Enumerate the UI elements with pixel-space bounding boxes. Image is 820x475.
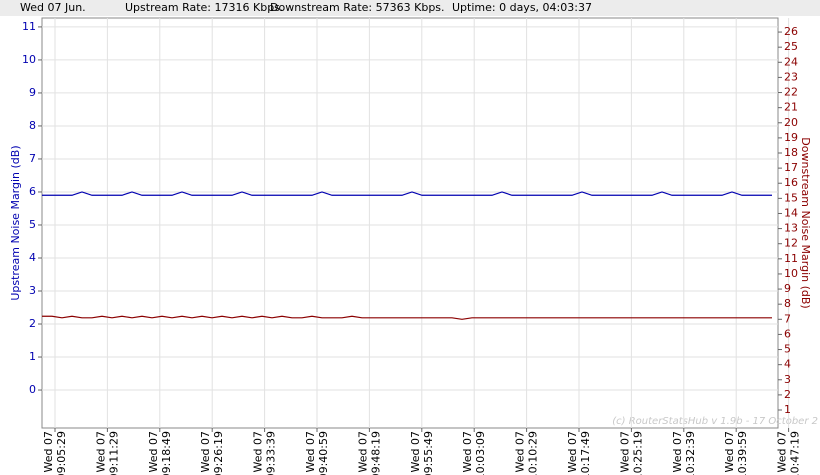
x-tick-label: Wed 07 (671, 431, 684, 472)
y-tick-label: 4 (29, 251, 36, 264)
y-tick-label: 10 (22, 53, 36, 66)
y-tick-label: 0 (29, 383, 36, 396)
x-tick-label: Wed 07 (723, 431, 736, 472)
y2-tick-label: 8 (784, 297, 791, 310)
y-tick-label: 1 (29, 350, 36, 363)
y-tick-label: 9 (29, 86, 36, 99)
y2-tick-label: 25 (784, 40, 798, 53)
y-tick-label: 3 (29, 284, 36, 297)
y2-tick-label: 14 (784, 206, 798, 219)
x-tick-label: Wed 07 (199, 431, 212, 472)
y2-tick-label: 20 (784, 116, 798, 129)
y2-axis-title: Downstream Noise Margin (dB) (799, 137, 812, 308)
x-tick-label: Wed 07 (566, 431, 579, 472)
x-tick-label: 09:18:49 (160, 431, 173, 475)
x-tick-label: 09:40:59 (317, 431, 330, 475)
x-tick-label: Wed 07 (147, 431, 160, 472)
x-tick-label: 09:48:19 (369, 431, 382, 475)
y-tick-label: 11 (22, 20, 36, 33)
series-line (42, 191, 772, 196)
header-date: Wed 07 Jun. (20, 1, 86, 14)
x-tick-label: Wed 07 (514, 431, 527, 472)
y2-tick-label: 5 (784, 343, 791, 356)
x-tick-label: 10:47:19 (789, 431, 802, 475)
y-tick-label: 2 (29, 317, 36, 330)
x-tick-label: 10:32:39 (684, 431, 697, 475)
y2-tick-label: 24 (784, 55, 798, 68)
y2-tick-label: 11 (784, 252, 798, 265)
y2-tick-label: 6 (784, 327, 791, 340)
header-downstream: Downstream Rate: 57363 Kbps. (270, 1, 445, 14)
x-tick-label: Wed 07 (42, 431, 55, 472)
y2-tick-label: 23 (784, 70, 798, 83)
x-tick-label: 09:11:29 (107, 431, 120, 475)
x-tick-label: 10:03:09 (474, 431, 487, 475)
y2-tick-label: 16 (784, 176, 798, 189)
y2-tick-label: 4 (784, 358, 791, 371)
x-tick-label: 10:17:49 (579, 431, 592, 475)
y2-tick-label: 10 (784, 267, 798, 280)
grid (42, 18, 790, 428)
y2-tick-label: 21 (784, 101, 798, 114)
x-tick-label: 10:25:19 (631, 431, 644, 475)
y2-tick-label: 26 (784, 25, 798, 38)
x-tick-label: Wed 07 (776, 431, 789, 472)
x-tick-label: Wed 07 (356, 431, 369, 472)
y-tick-label: 5 (29, 218, 36, 231)
header-bar (0, 0, 820, 16)
x-tick-label: Wed 07 (304, 431, 317, 472)
y-axis-title: Upstream Noise Margin (dB) (9, 145, 22, 300)
y2-tick-label: 3 (784, 373, 791, 386)
y2-tick-label: 2 (784, 388, 791, 401)
x-tick-label: 09:33:39 (265, 431, 278, 475)
y2-tick-label: 13 (784, 222, 798, 235)
y-tick-label: 6 (29, 185, 36, 198)
x-tick-label: Wed 07 (409, 431, 422, 472)
y2-tick-label: 17 (784, 161, 798, 174)
x-tick-label: 10:39:59 (736, 431, 749, 475)
y-tick-label: 7 (29, 152, 36, 165)
y2-tick-label: 22 (784, 86, 798, 99)
y-tick-label: 8 (29, 119, 36, 132)
x-tick-label: 09:26:19 (212, 431, 225, 475)
y2-tick-label: 19 (784, 131, 798, 144)
y2-tick-label: 12 (784, 237, 798, 250)
x-tick-label: Wed 07 (252, 431, 265, 472)
y2-tick-label: 7 (784, 312, 791, 325)
series-line (42, 315, 772, 320)
y2-tick-label: 18 (784, 146, 798, 159)
x-tick-label: 09:05:29 (55, 431, 68, 475)
y2-tick-label: 15 (784, 191, 798, 204)
y2-tick-label: 9 (784, 282, 791, 295)
x-tick-label: Wed 07 (461, 431, 474, 472)
header-upstream: Upstream Rate: 17316 Kbps. (125, 1, 283, 14)
x-tick-label: Wed 07 (94, 431, 107, 472)
watermark: (c) RouterStatsHub v 1.9b - 17 October 2 (612, 416, 818, 427)
header-uptime: Uptime: 0 days, 04:03:37 (452, 1, 592, 14)
y2-tick-label: 1 (784, 403, 791, 416)
x-tick-label: 10:10:29 (527, 431, 540, 475)
plot-area (41, 17, 779, 429)
x-tick-label: Wed 07 (618, 431, 631, 472)
x-tick-label: 09:55:49 (422, 431, 435, 475)
